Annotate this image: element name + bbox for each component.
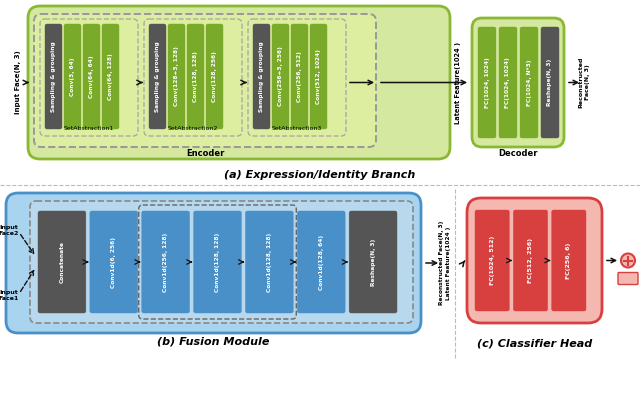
FancyBboxPatch shape	[45, 24, 62, 129]
FancyBboxPatch shape	[90, 211, 138, 313]
Text: Conv1d(128, 64): Conv1d(128, 64)	[319, 234, 324, 290]
Text: FC(1024, N*3): FC(1024, N*3)	[527, 59, 531, 106]
Text: Sampling & grouping: Sampling & grouping	[155, 41, 160, 112]
Text: Conv1d(256, 128): Conv1d(256, 128)	[163, 232, 168, 292]
FancyBboxPatch shape	[520, 27, 538, 138]
FancyBboxPatch shape	[499, 27, 517, 138]
Text: Sampling & grouping: Sampling & grouping	[259, 41, 264, 112]
Text: Reshape(N, 3): Reshape(N, 3)	[371, 238, 376, 286]
Text: Latent Feature(1024 ): Latent Feature(1024 )	[455, 42, 461, 124]
Text: (a) Expression/Identity Branch: (a) Expression/Identity Branch	[225, 170, 415, 180]
FancyBboxPatch shape	[291, 24, 308, 129]
Text: Conv(3, 64): Conv(3, 64)	[70, 57, 75, 96]
FancyBboxPatch shape	[478, 27, 496, 138]
Text: FC(1024, 1024): FC(1024, 1024)	[484, 57, 490, 108]
Text: SetAbstraction2: SetAbstraction2	[168, 126, 218, 131]
Text: Decoder: Decoder	[499, 149, 538, 158]
Text: Conv(64, 64): Conv(64, 64)	[89, 55, 94, 98]
FancyBboxPatch shape	[144, 19, 242, 136]
Text: Conv1d(128, 128): Conv1d(128, 128)	[267, 232, 272, 292]
FancyBboxPatch shape	[102, 24, 119, 129]
FancyBboxPatch shape	[541, 27, 559, 138]
Text: Conv(128, 256): Conv(128, 256)	[212, 51, 217, 102]
Text: FC(512, 256): FC(512, 256)	[528, 238, 533, 283]
FancyBboxPatch shape	[187, 24, 204, 129]
FancyBboxPatch shape	[38, 211, 86, 313]
Text: Conv(128+3, 128): Conv(128+3, 128)	[174, 46, 179, 106]
FancyBboxPatch shape	[30, 201, 413, 323]
FancyBboxPatch shape	[64, 24, 81, 129]
FancyBboxPatch shape	[193, 211, 241, 313]
Text: Input Face(N, 3): Input Face(N, 3)	[15, 50, 21, 114]
FancyBboxPatch shape	[475, 210, 509, 311]
Text: Reconstructed Face(N, 3)
Latent Feature(1024 ): Reconstructed Face(N, 3) Latent Feature(…	[440, 221, 451, 305]
Text: Input
Face2: Input Face2	[0, 225, 19, 236]
Text: Conv(256+3, 256): Conv(256+3, 256)	[278, 46, 283, 106]
Text: Encoder: Encoder	[186, 149, 224, 158]
Text: Conv1d(6, 256): Conv1d(6, 256)	[111, 236, 116, 288]
FancyBboxPatch shape	[552, 210, 586, 311]
FancyBboxPatch shape	[298, 211, 345, 313]
Text: (c) Classifier Head: (c) Classifier Head	[477, 338, 592, 348]
Text: SetAbstraction1: SetAbstraction1	[64, 126, 114, 131]
Text: Reconstructed
Face(N, 3): Reconstructed Face(N, 3)	[579, 57, 589, 108]
Circle shape	[621, 253, 635, 267]
Text: Conv(512, 1024): Conv(512, 1024)	[316, 49, 321, 104]
Text: Conv1d(128, 128): Conv1d(128, 128)	[215, 232, 220, 292]
Text: (b) Fusion Module: (b) Fusion Module	[157, 336, 269, 346]
Text: Conv(256, 512): Conv(256, 512)	[297, 51, 302, 102]
FancyBboxPatch shape	[472, 18, 564, 147]
FancyBboxPatch shape	[28, 6, 450, 159]
Text: SetAbstraction3: SetAbstraction3	[272, 126, 322, 131]
Text: Concatenate: Concatenate	[60, 241, 65, 283]
FancyBboxPatch shape	[206, 24, 223, 129]
FancyBboxPatch shape	[618, 273, 638, 284]
Text: Conv(128, 128): Conv(128, 128)	[193, 51, 198, 102]
FancyBboxPatch shape	[467, 198, 602, 323]
Text: FC(1024, 512): FC(1024, 512)	[490, 236, 495, 285]
Text: Input
Face1: Input Face1	[0, 290, 19, 301]
FancyBboxPatch shape	[513, 210, 548, 311]
FancyBboxPatch shape	[83, 24, 100, 129]
FancyBboxPatch shape	[168, 24, 185, 129]
FancyBboxPatch shape	[6, 193, 421, 333]
Text: FC(1024, 1024): FC(1024, 1024)	[506, 57, 511, 108]
Text: Reshape(N, 3): Reshape(N, 3)	[547, 59, 552, 106]
Text: Conv(64, 128): Conv(64, 128)	[108, 53, 113, 100]
FancyBboxPatch shape	[253, 24, 270, 129]
Text: FC(256, 6): FC(256, 6)	[566, 242, 572, 279]
FancyBboxPatch shape	[149, 24, 166, 129]
FancyBboxPatch shape	[272, 24, 289, 129]
FancyBboxPatch shape	[40, 19, 138, 136]
FancyBboxPatch shape	[141, 211, 189, 313]
Text: Sampling & grouping: Sampling & grouping	[51, 41, 56, 112]
FancyBboxPatch shape	[34, 14, 376, 147]
FancyBboxPatch shape	[248, 19, 346, 136]
FancyBboxPatch shape	[310, 24, 327, 129]
FancyBboxPatch shape	[349, 211, 397, 313]
FancyBboxPatch shape	[245, 211, 293, 313]
